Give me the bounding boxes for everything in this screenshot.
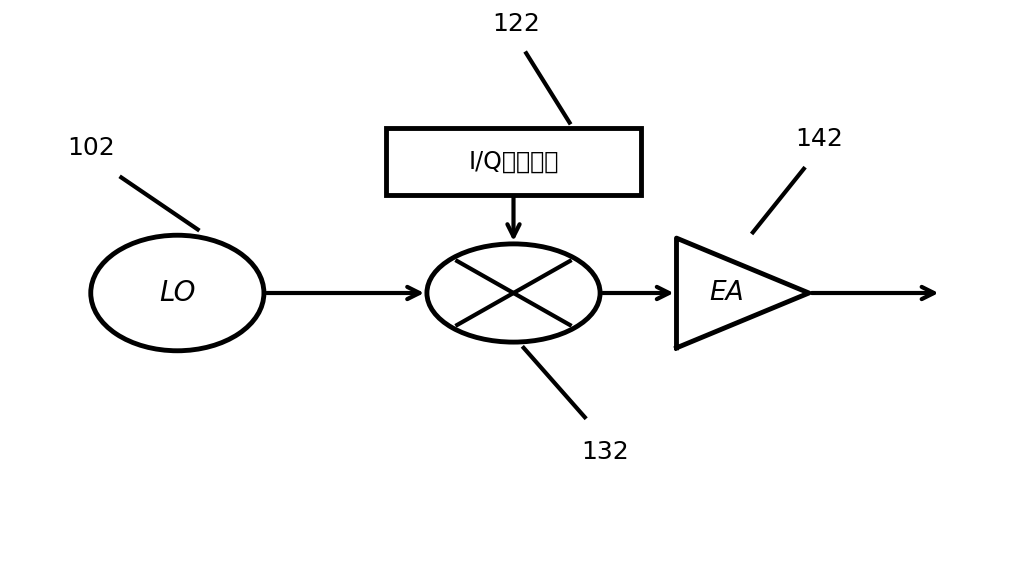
Text: 132: 132 — [581, 440, 630, 464]
Text: LO: LO — [159, 279, 195, 307]
Text: 102: 102 — [67, 136, 115, 160]
Text: 142: 142 — [795, 128, 843, 151]
Text: EA: EA — [710, 280, 745, 306]
Text: 122: 122 — [492, 12, 540, 36]
Text: I/Q基带信号: I/Q基带信号 — [468, 149, 559, 173]
Bar — [386, 128, 641, 195]
